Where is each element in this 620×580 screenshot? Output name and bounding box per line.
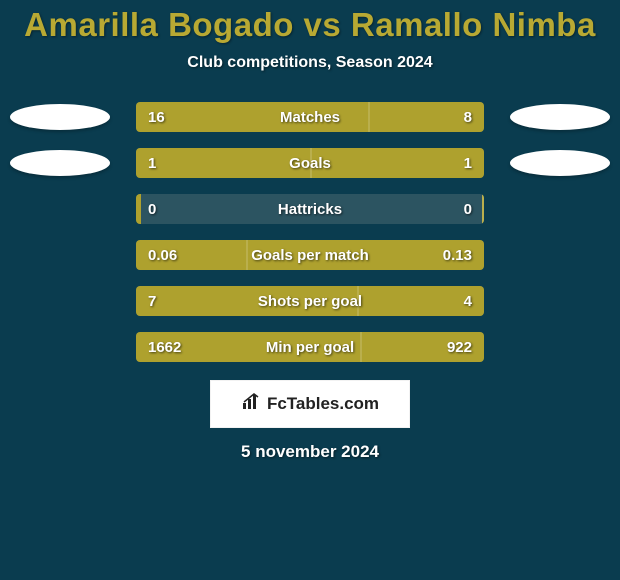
stat-metric-label: Hattricks — [136, 194, 484, 224]
stat-value-left: 0.06 — [136, 240, 189, 270]
stat-bar-track: 0 0Hattricks — [136, 194, 484, 224]
chart-icon — [241, 393, 261, 416]
logo-text: FcTables.com — [267, 394, 379, 414]
stat-value-left: 1 — [136, 148, 168, 178]
stat-value-left: 7 — [136, 286, 168, 316]
stat-value-right: 8 — [452, 102, 484, 132]
stat-value-right: 4 — [452, 286, 484, 316]
player-left-marker — [10, 104, 110, 130]
date-label: 5 november 2024 — [0, 442, 620, 462]
stat-row: 11Goals — [0, 148, 620, 178]
page-title: Amarilla Bogado vs Ramallo Nimba — [0, 0, 620, 44]
player-right-marker — [510, 150, 610, 176]
stat-bar-track: 74Shots per goal — [136, 286, 484, 316]
stat-value-right: 0.13 — [431, 240, 484, 270]
stat-value-left: 0 — [136, 194, 168, 224]
stat-value-left: 16 — [136, 102, 177, 132]
stat-value-right: 1 — [452, 148, 484, 178]
stat-bar-track: 0.060.13Goals per match — [136, 240, 484, 270]
stat-value-right: 0 — [452, 194, 484, 224]
stat-value-left: 1662 — [136, 332, 193, 362]
stat-row: 0.060.13Goals per match — [0, 240, 620, 270]
stat-value-right: 922 — [435, 332, 484, 362]
player-left-marker — [10, 150, 110, 176]
stats-container: 168Matches11Goals00Hattricks0.060.13Goal… — [0, 102, 620, 362]
fctables-logo: FcTables.com — [210, 380, 410, 428]
stat-bar-track: 168Matches — [136, 102, 484, 132]
stat-bar-track: 1662922Min per goal — [136, 332, 484, 362]
page-subtitle: Club competitions, Season 2024 — [0, 54, 620, 72]
stat-row: 168Matches — [0, 102, 620, 132]
player-right-marker — [510, 104, 610, 130]
stat-bar-left — [136, 286, 357, 316]
stat-row: 74Shots per goal — [0, 286, 620, 316]
stat-bar-track: 11Goals — [136, 148, 484, 178]
stat-row: 1662922Min per goal — [0, 332, 620, 362]
stat-row: 0 0Hattricks — [0, 194, 620, 224]
